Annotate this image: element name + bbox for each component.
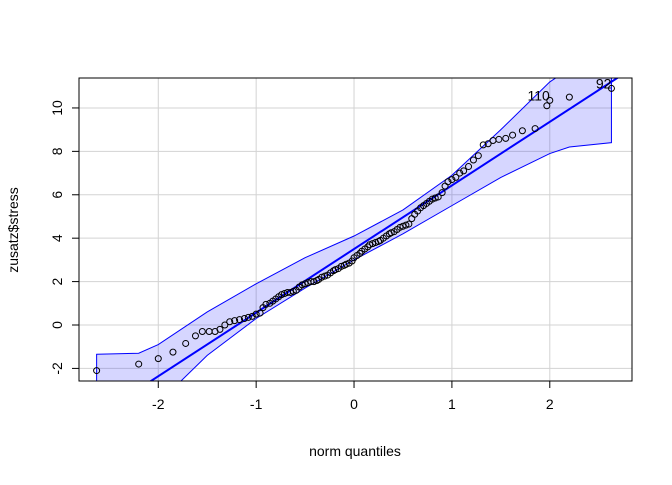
- point: [431, 194, 439, 202]
- point: [366, 241, 374, 249]
- point: [495, 135, 503, 143]
- point: [502, 134, 510, 142]
- point: [509, 131, 517, 139]
- point: [460, 167, 468, 175]
- point: [546, 96, 554, 104]
- point: [169, 348, 177, 356]
- point: [342, 260, 350, 268]
- point: [474, 152, 482, 160]
- point: [221, 321, 229, 329]
- point: [565, 93, 573, 101]
- point: [331, 266, 339, 274]
- point: [236, 316, 244, 324]
- point: [364, 243, 372, 251]
- plot-border: [78, 77, 633, 382]
- point: [262, 300, 270, 308]
- point: [607, 84, 615, 92]
- y-tick-label: 0: [49, 321, 65, 329]
- point-label: 110: [527, 87, 550, 103]
- point: [428, 195, 436, 203]
- point: [531, 125, 539, 133]
- point: [518, 127, 526, 135]
- x-axis-label: norm quantiles: [309, 443, 401, 459]
- point: [244, 313, 252, 321]
- point: [301, 280, 309, 288]
- point: [452, 173, 460, 181]
- y-tick-label: 8: [49, 147, 65, 155]
- point: [369, 240, 377, 248]
- point: [405, 220, 413, 228]
- y-tick-label: 4: [49, 234, 65, 242]
- point: [469, 156, 477, 164]
- point: [278, 291, 286, 299]
- point: [465, 163, 473, 171]
- point: [399, 222, 407, 230]
- x-tick-label: 1: [448, 396, 456, 412]
- point: [543, 102, 551, 110]
- point-label: 92: [596, 75, 612, 91]
- x-tick-label: -2: [152, 396, 165, 412]
- point: [256, 309, 264, 317]
- point: [289, 287, 297, 295]
- point: [198, 328, 206, 336]
- point: [318, 273, 326, 281]
- point: [93, 367, 101, 375]
- x-tick-label: 2: [546, 396, 554, 412]
- y-tick-label: 6: [49, 191, 65, 199]
- point: [402, 221, 410, 229]
- point: [240, 314, 248, 322]
- point: [448, 176, 456, 184]
- point: [484, 140, 492, 148]
- point: [226, 318, 234, 326]
- point: [216, 325, 224, 333]
- point: [182, 339, 190, 347]
- point: [356, 249, 364, 257]
- point: [135, 360, 143, 368]
- point: [321, 272, 329, 280]
- point: [444, 178, 452, 186]
- point: [191, 332, 199, 340]
- point: [438, 189, 446, 197]
- x-tick-label: -1: [250, 396, 263, 412]
- point: [286, 288, 294, 296]
- confidence-envelope: [96, 78, 612, 381]
- y-tick-label: -2: [49, 362, 65, 375]
- point: [456, 169, 464, 177]
- point: [298, 281, 306, 289]
- reference-line: [149, 78, 620, 381]
- point: [434, 193, 442, 201]
- y-tick-label: 10: [49, 100, 65, 116]
- point: [396, 223, 404, 231]
- point: [387, 229, 395, 237]
- y-axis-label: zusatz$stress: [5, 187, 21, 273]
- point: [154, 355, 162, 363]
- plot-area: 110 92: [79, 75, 632, 381]
- point: [231, 317, 239, 325]
- point: [479, 141, 487, 149]
- y-tick-label: 2: [49, 277, 65, 285]
- x-tick-label: 0: [350, 396, 358, 412]
- point: [252, 310, 260, 318]
- point: [248, 312, 256, 320]
